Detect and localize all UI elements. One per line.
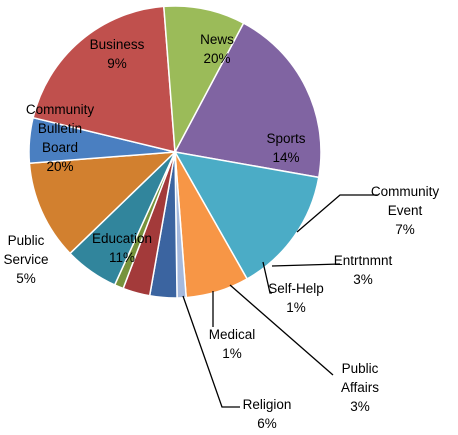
slice-label-public-affairs: Public Affairs 3% bbox=[341, 361, 379, 414]
pie-slice-education bbox=[28, 151, 178, 255]
pie-slice-community-bulletin-board bbox=[32, 5, 176, 153]
slice-label-news: News 20% bbox=[200, 32, 234, 66]
leader-line-community-event bbox=[296, 194, 378, 233]
slice-label-entrtnmnt: Entrtnmnt 3% bbox=[334, 253, 393, 287]
slice-label-community-event: Community Event 7% bbox=[371, 184, 440, 237]
leader-line-public-affairs bbox=[229, 284, 334, 376]
leader-line-entrtnmnt bbox=[271, 263, 341, 267]
slice-label-religion: Religion 6% bbox=[243, 397, 292, 431]
slice-label-community-bulletin-board: Community Bulletin Board 20% bbox=[26, 102, 95, 174]
slice-label-medical: Medical 1% bbox=[209, 327, 256, 361]
slice-label-self-help: Self-Help 1% bbox=[268, 281, 324, 315]
leader-line-self-help bbox=[262, 261, 272, 294]
slice-label-sports: Sports 14% bbox=[266, 131, 305, 165]
leader-line-religion bbox=[182, 295, 240, 408]
slice-label-public-service: Public Service 5% bbox=[3, 233, 48, 286]
pie-slice-news bbox=[173, 22, 322, 179]
slice-label-education: Education 11% bbox=[92, 231, 152, 265]
pie-slice-business bbox=[162, 5, 245, 155]
slice-label-business: Business 9% bbox=[90, 37, 145, 71]
pie-slice-sports bbox=[173, 150, 320, 280]
